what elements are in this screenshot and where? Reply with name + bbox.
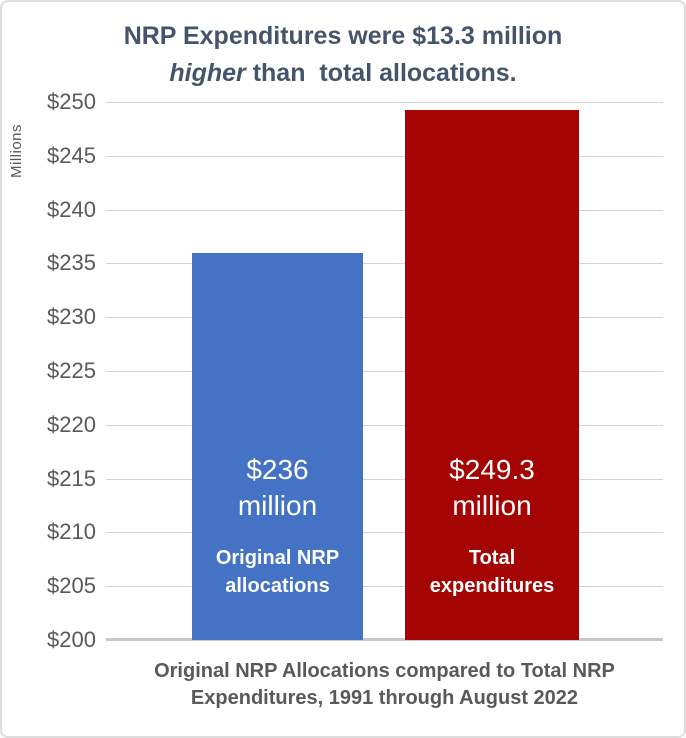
gridline-245 <box>106 155 663 157</box>
bar-original-nrp-allocations: $236 million Original NRP allocations <box>192 253 363 640</box>
y-tick-label-215: $215 <box>47 465 96 491</box>
gridline-200 <box>106 638 663 641</box>
bar-value-line: $249.3 <box>449 454 535 485</box>
bar-category-line: Original NRP <box>215 547 340 569</box>
bar-category-line: Total <box>468 547 516 569</box>
gridline-210 <box>106 532 663 534</box>
bar-category-label: Original NRP allocations <box>192 544 363 600</box>
chart-title-line1: NRP Expenditures were $13.3 million <box>123 22 563 50</box>
gridline-220 <box>106 424 663 426</box>
chart-caption-line1: Original NRP Allocations compared to Tot… <box>154 660 615 682</box>
y-tick-label-240: $240 <box>47 196 96 222</box>
gridline-225 <box>106 371 663 372</box>
y-tick-label-245: $245 <box>47 142 96 168</box>
gridline-215 <box>106 478 663 480</box>
y-tick-label-235: $235 <box>47 250 96 276</box>
bar-category-label: Total expenditures <box>405 544 579 600</box>
bar-value-label: $249.3 million <box>405 452 579 524</box>
y-tick-label-225: $225 <box>47 358 96 383</box>
chart-title-emphasis: higher <box>169 59 246 87</box>
y-tick-label-200: $200 <box>47 627 96 652</box>
y-tick-label-210: $210 <box>47 519 96 545</box>
chart-title-line2: higher than total allocations. <box>2 55 684 92</box>
chart-title-line2-rest: than total allocations. <box>245 59 517 87</box>
gridline-240 <box>106 209 663 211</box>
y-tick-label-205: $205 <box>47 573 96 599</box>
plot-area: $236 million Original NRP allocations $249.3… <box>106 102 663 641</box>
chart-caption: Original NRP Allocations compared to Tot… <box>106 658 663 712</box>
chart-caption-line2: Expenditures, 1991 through August 2022 <box>190 687 579 709</box>
bar-category-line: allocations <box>225 575 330 597</box>
y-tick-label-230: $230 <box>47 304 96 330</box>
bar-total-expenditures: $249.3 million Total expenditures <box>405 110 579 640</box>
gridline-205 <box>106 586 663 588</box>
y-axis-tick-labels: $250 $245 $240 $235 $230 $225 $220 $215 $210 $205… <box>2 89 96 652</box>
y-tick-label-220: $220 <box>47 411 96 437</box>
gridline-250 <box>106 102 663 103</box>
bar-value-label: $236 million <box>192 452 363 524</box>
gridline-235 <box>106 263 663 265</box>
chart-title: NRP Expenditures were $13.3 million high… <box>2 18 684 92</box>
gridline-230 <box>106 317 663 319</box>
bar-category-line: expenditures <box>429 575 555 597</box>
bar-value-line: million <box>452 490 532 521</box>
bar-value-line: $236 <box>246 454 309 485</box>
y-tick-label-250: $250 <box>47 89 96 114</box>
bar-value-line: million <box>237 490 318 521</box>
